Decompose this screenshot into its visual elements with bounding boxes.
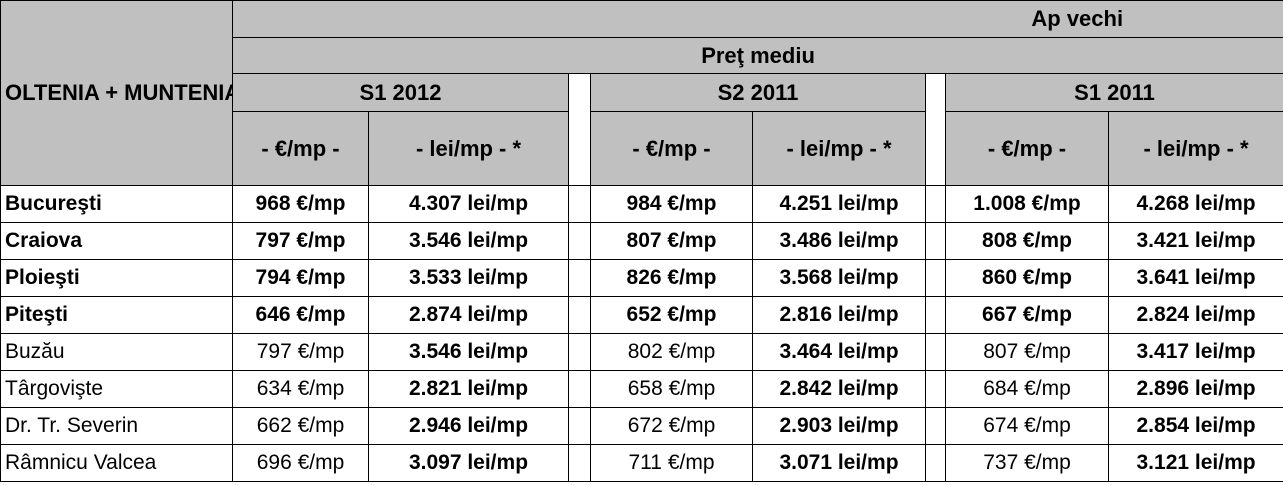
price-cell: 2.903 lei/mp — [752, 407, 926, 445]
price-cell: 662 €/mp — [232, 407, 369, 445]
city-cell: Râmnicu Valcea — [0, 444, 233, 482]
unit-header: - €/mp - — [232, 111, 369, 186]
period-header: S1 2012 — [232, 73, 569, 112]
price-cell: 808 €/mp — [945, 222, 1109, 260]
city-cell: Craiova — [0, 222, 233, 260]
price-cell: 2.824 lei/mp — [1107, 296, 1283, 334]
price-cell: 797 €/mp — [232, 333, 369, 371]
price-cell: 2.854 lei/mp — [1107, 407, 1283, 445]
price-cell: 634 €/mp — [232, 370, 369, 408]
price-cell: 3.097 lei/mp — [368, 444, 569, 482]
region-header: OLTENIA + MUNTENIA — [0, 0, 233, 186]
price-cell: 3.546 lei/mp — [368, 222, 569, 260]
subgroup-header: Preţ mediu — [231, 37, 1283, 74]
price-cell: 4.307 lei/mp — [368, 185, 569, 223]
price-cell: 3.641 lei/mp — [1107, 259, 1283, 297]
table-row: Bucureşti 968 €/mp 4.307 lei/mp 984 €/mp 4.2… — [0, 185, 1283, 223]
unit-header: - €/mp - — [945, 111, 1109, 186]
city-cell: Buzău — [0, 333, 233, 371]
price-cell: 3.568 lei/mp — [752, 259, 926, 297]
price-cell: 1.008 €/mp — [945, 185, 1109, 223]
table-row: Târgovişte 634 €/mp 2.821 lei/mp 658 €/mp 2.… — [0, 370, 1283, 408]
price-cell: 797 €/mp — [232, 222, 369, 260]
price-cell: 711 €/mp — [590, 444, 753, 482]
city-cell: Ploieşti — [0, 259, 233, 297]
price-cell: 674 €/mp — [945, 407, 1109, 445]
price-cell: 696 €/mp — [232, 444, 369, 482]
price-cell: 646 €/mp — [232, 296, 369, 334]
price-cell: 3.417 lei/mp — [1107, 333, 1283, 371]
price-cell: 2.896 lei/mp — [1107, 370, 1283, 408]
price-cell: 984 €/mp — [590, 185, 753, 223]
unit-header: - lei/mp - * — [752, 111, 926, 186]
price-cell: 807 €/mp — [590, 222, 753, 260]
unit-header: - €/mp - — [590, 111, 753, 186]
price-cell: 4.268 lei/mp — [1107, 185, 1283, 223]
table-row: Râmnicu Valcea 696 €/mp 3.097 lei/mp 711 €/… — [0, 444, 1283, 482]
period-header: S1 2011 — [944, 73, 1283, 112]
price-cell: 3.464 lei/mp — [752, 333, 926, 371]
city-cell: Dr. Tr. Severin — [0, 407, 233, 445]
unit-header: - lei/mp - * — [368, 111, 569, 186]
price-cell: 4.251 lei/mp — [752, 185, 926, 223]
price-cell: 3.533 lei/mp — [368, 259, 569, 297]
price-cell: 737 €/mp — [945, 444, 1109, 482]
price-cell: 3.421 lei/mp — [1107, 222, 1283, 260]
price-cell: 807 €/mp — [945, 333, 1109, 371]
city-cell: Târgovişte — [0, 370, 233, 408]
city-cell: Piteşti — [0, 296, 233, 334]
city-cell: Bucureşti — [0, 185, 233, 223]
price-cell: 794 €/mp — [232, 259, 369, 297]
price-cell: 2.821 lei/mp — [368, 370, 569, 408]
price-cell: 672 €/mp — [590, 407, 753, 445]
price-cell: 658 €/mp — [590, 370, 753, 408]
price-cell: 3.486 lei/mp — [752, 222, 926, 260]
price-cell: 860 €/mp — [945, 259, 1109, 297]
table-row: Craiova 797 €/mp 3.546 lei/mp 807 €/mp 3.486… — [0, 222, 1283, 260]
table-row: Piteşti 646 €/mp 2.874 lei/mp 652 €/mp 2.816… — [0, 296, 1283, 334]
price-cell: 2.946 lei/mp — [368, 407, 569, 445]
price-cell: 667 €/mp — [945, 296, 1109, 334]
price-cell: 3.546 lei/mp — [368, 333, 569, 371]
unit-header: - lei/mp - * — [1107, 111, 1283, 186]
period-header: S2 2011 — [590, 73, 926, 112]
price-cell: 2.874 lei/mp — [368, 296, 569, 334]
group-header: Ap vechi — [231, 0, 1283, 38]
table-row: Dr. Tr. Severin 662 €/mp 2.946 lei/mp 672 €… — [0, 407, 1283, 445]
price-cell: 2.816 lei/mp — [752, 296, 926, 334]
price-cell: 826 €/mp — [590, 259, 753, 297]
price-cell: 802 €/mp — [590, 333, 753, 371]
table-row: Buzău 797 €/mp 3.546 lei/mp 802 €/mp 3.464 l… — [0, 333, 1283, 371]
price-cell: 2.842 lei/mp — [752, 370, 926, 408]
price-cell: 684 €/mp — [945, 370, 1109, 408]
table-row: Ploieşti 794 €/mp 3.533 lei/mp 826 €/mp 3.56… — [0, 259, 1283, 297]
price-cell: 3.071 lei/mp — [752, 444, 926, 482]
price-cell: 3.121 lei/mp — [1107, 444, 1283, 482]
price-cell: 652 €/mp — [590, 296, 753, 334]
price-cell: 968 €/mp — [232, 185, 369, 223]
